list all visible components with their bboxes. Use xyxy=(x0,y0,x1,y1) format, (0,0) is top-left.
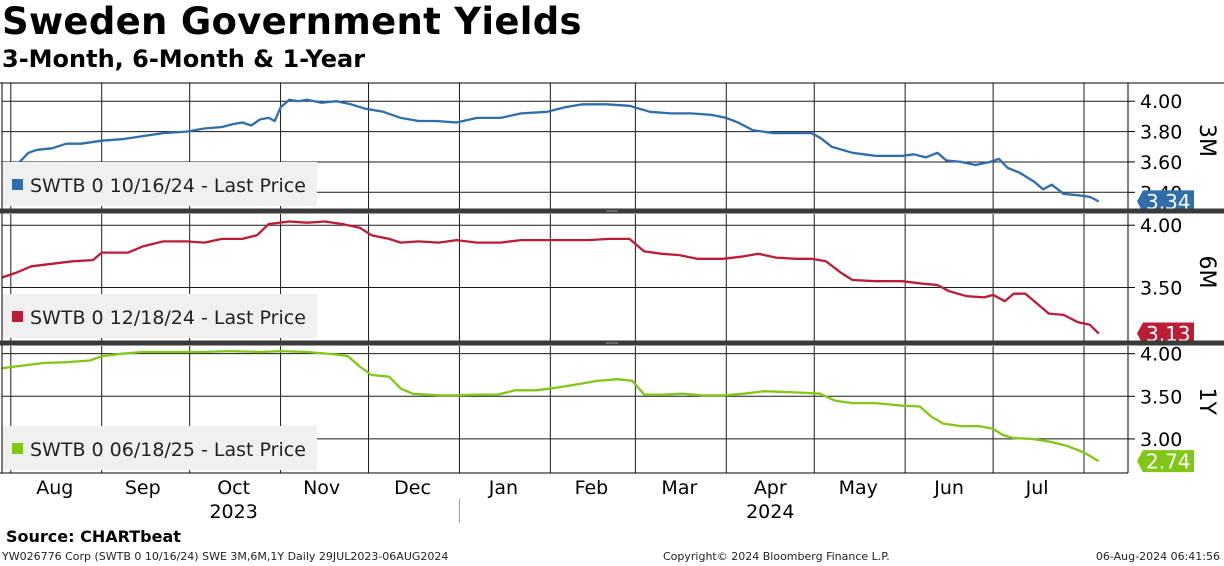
chart-canvas: 4.003.803.603.40SWTB 0 10/16/24 - Last P… xyxy=(0,82,1224,523)
y-tick-label: 3.50 xyxy=(1140,386,1182,408)
y-tick-label: 3.60 xyxy=(1140,152,1182,174)
chart-subtitle: 3-Month, 6-Month & 1-Year xyxy=(2,45,366,73)
footer-timestamp: 06-Aug-2024 06:41:56 xyxy=(1095,550,1220,563)
legend-label: SWTB 0 10/16/24 - Last Price xyxy=(30,175,306,197)
legend-label: SWTB 0 12/18/24 - Last Price xyxy=(30,307,306,329)
y-tick-label: 4.00 xyxy=(1140,344,1182,366)
x-tick-label: Dec xyxy=(394,477,431,499)
source-note: Source: CHARTbeat xyxy=(6,527,181,546)
x-tick-label: May xyxy=(839,477,878,499)
legend-swatch xyxy=(12,311,23,322)
legend-box xyxy=(2,162,317,206)
series-line xyxy=(1,220,1100,335)
series-line xyxy=(1,349,1100,463)
legend-label: SWTB 0 06/18/25 - Last Price xyxy=(30,439,306,461)
x-tick-label: Aug xyxy=(36,477,73,499)
last-price-tag xyxy=(1137,190,1194,213)
panel-label: 3M xyxy=(1194,124,1219,157)
x-tick-label: Jun xyxy=(933,477,964,499)
panel-3m: 4.003.803.603.40SWTB 0 10/16/24 - Last P… xyxy=(1,83,1219,214)
x-tick-label: Jan xyxy=(488,477,518,499)
y-tick-label: 3.80 xyxy=(1140,122,1182,144)
x-year-label: 2023 xyxy=(209,501,257,523)
y-tick-label: 3.50 xyxy=(1140,277,1182,299)
panel-1y: 4.00 3.50 3.00 SWTB 0 06/18/25 - Last Price… xyxy=(1,344,1219,474)
last-price-tag xyxy=(1137,450,1194,473)
footer-ticker-info: YW026776 Corp (SWTB 0 10/16/24) SWE 3M,6… xyxy=(2,550,449,563)
legend-box xyxy=(2,426,317,470)
y-tick-label: 3.00 xyxy=(1140,429,1182,451)
legend-box xyxy=(2,294,317,338)
panel-label: 1Y xyxy=(1194,388,1219,416)
y-tick-label: 4.00 xyxy=(1140,91,1182,113)
x-year-label: 2024 xyxy=(746,501,794,523)
x-tick-label: Feb xyxy=(575,477,609,499)
last-price-label: 2.74 xyxy=(1146,450,1191,474)
legend-swatch xyxy=(12,179,23,190)
last-price-tag xyxy=(1137,322,1194,345)
footer-copyright: Copyright© 2024 Bloomberg Finance L.P. xyxy=(663,550,890,563)
y-tick-label: 4.00 xyxy=(1140,215,1182,237)
series-line xyxy=(1,98,1100,203)
x-tick-label: Jul xyxy=(1025,477,1049,499)
x-tick-label: Apr xyxy=(754,477,787,499)
legend-swatch xyxy=(12,443,23,454)
panel-label: 6M xyxy=(1194,256,1219,289)
x-tick-label: Sep xyxy=(125,477,161,499)
x-tick-label: Nov xyxy=(303,477,340,499)
x-tick-label: Mar xyxy=(661,477,697,499)
x-tick-label: Oct xyxy=(217,477,250,499)
chart-title: Sweden Government Yields xyxy=(2,0,582,43)
